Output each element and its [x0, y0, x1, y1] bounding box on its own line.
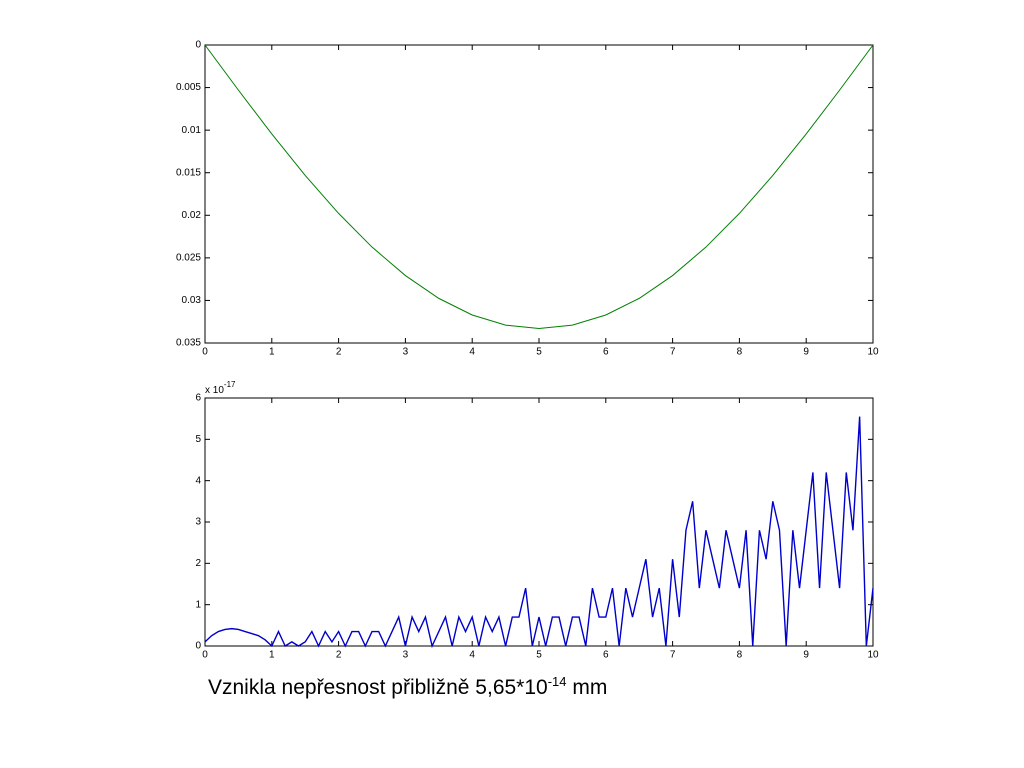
y-tick-label: 2	[195, 558, 201, 569]
x-tick-label: 5	[536, 650, 542, 661]
y-tick-label: 0	[195, 40, 201, 51]
y-tick-label: 0.01	[182, 125, 202, 136]
data-line	[204, 416, 874, 649]
data-line	[204, 44, 874, 330]
plot-area	[204, 397, 874, 647]
x-tick-label: 6	[603, 347, 609, 358]
y-tick-label: 6	[195, 393, 201, 404]
x-tick-label: 7	[670, 650, 676, 661]
axis-multiplier: x 10-17	[205, 380, 236, 396]
x-tick-label: 9	[803, 650, 809, 661]
y-tick-label: 0.02	[182, 210, 202, 221]
y-tick-label: 4	[195, 475, 201, 486]
caption-exponent: -14	[547, 674, 567, 689]
x-tick-label: 1	[269, 347, 275, 358]
x-tick-label: 10	[867, 650, 879, 661]
y-tick-label: 1	[195, 599, 201, 610]
caption: Vznikla nepřesnost přibližně 5,65*10-14 …	[208, 674, 607, 700]
x-tick-label: 3	[403, 347, 409, 358]
y-tick-label: 3	[195, 517, 201, 528]
y-tick-label: 0.015	[176, 167, 201, 178]
x-tick-label: 2	[336, 347, 342, 358]
caption-text: Vznikla nepřesnost přibližně 5,65*10	[208, 676, 548, 699]
x-tick-label: 9	[803, 347, 809, 358]
x-tick-label: 0	[202, 650, 208, 661]
y-tick-label: 0	[195, 641, 201, 652]
y-tick-label: 0.025	[176, 252, 201, 263]
x-tick-label: 8	[737, 347, 743, 358]
caption-suffix: mm	[566, 676, 608, 699]
x-tick-label: 2	[336, 650, 342, 661]
x-tick-label: 5	[536, 347, 542, 358]
multiplier-base: x 10	[205, 385, 224, 396]
x-tick-label: 0	[202, 347, 208, 358]
x-tick-label: 3	[403, 650, 409, 661]
y-tick-label: 0.005	[176, 82, 201, 93]
x-tick-label: 10	[867, 347, 879, 358]
multiplier-exponent: -17	[224, 380, 236, 389]
x-tick-label: 4	[469, 650, 475, 661]
x-tick-label: 1	[269, 650, 275, 661]
x-tick-label: 6	[603, 650, 609, 661]
x-tick-label: 7	[670, 347, 676, 358]
y-tick-label: 0.035	[176, 338, 201, 349]
y-tick-label: 0.03	[182, 295, 202, 306]
x-tick-label: 8	[737, 650, 743, 661]
x-tick-label: 4	[469, 347, 475, 358]
y-tick-label: 5	[195, 434, 201, 445]
plot-area	[204, 44, 874, 344]
